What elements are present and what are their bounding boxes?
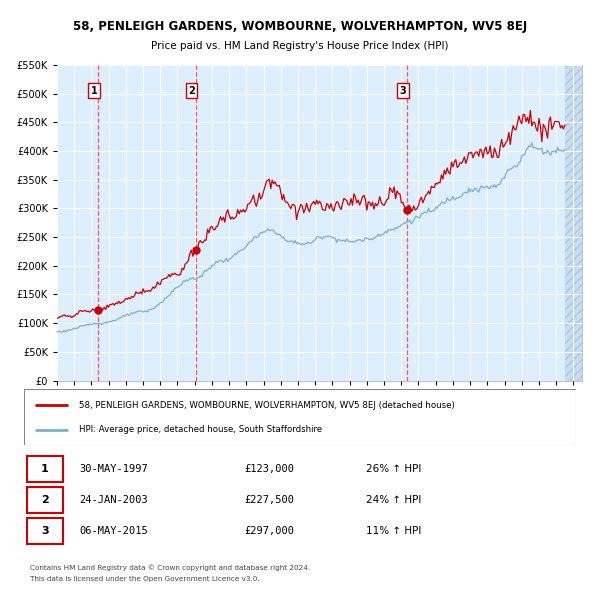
Text: 26% ↑ HPI: 26% ↑ HPI bbox=[366, 464, 422, 474]
Text: 11% ↑ HPI: 11% ↑ HPI bbox=[366, 526, 422, 536]
Bar bbox=[565, 59, 584, 381]
Text: 2: 2 bbox=[188, 86, 195, 96]
Text: 58, PENLEIGH GARDENS, WOMBOURNE, WOLVERHAMPTON, WV5 8EJ (detached house): 58, PENLEIGH GARDENS, WOMBOURNE, WOLVERH… bbox=[79, 401, 455, 409]
Text: 3: 3 bbox=[41, 526, 49, 536]
Text: £123,000: £123,000 bbox=[245, 464, 295, 474]
Text: HPI: Average price, detached house, South Staffordshire: HPI: Average price, detached house, Sout… bbox=[79, 425, 322, 434]
Text: 24% ↑ HPI: 24% ↑ HPI bbox=[366, 495, 422, 505]
FancyBboxPatch shape bbox=[27, 456, 62, 482]
Text: 3: 3 bbox=[400, 86, 406, 96]
Text: 24-JAN-2003: 24-JAN-2003 bbox=[79, 495, 148, 505]
FancyBboxPatch shape bbox=[24, 389, 576, 445]
Text: Contains HM Land Registry data © Crown copyright and database right 2024.: Contains HM Land Registry data © Crown c… bbox=[30, 564, 310, 571]
Text: Price paid vs. HM Land Registry's House Price Index (HPI): Price paid vs. HM Land Registry's House … bbox=[151, 41, 449, 51]
FancyBboxPatch shape bbox=[27, 518, 62, 544]
Text: £227,500: £227,500 bbox=[245, 495, 295, 505]
FancyBboxPatch shape bbox=[27, 487, 62, 513]
Text: 06-MAY-2015: 06-MAY-2015 bbox=[79, 526, 148, 536]
Text: 1: 1 bbox=[91, 86, 98, 96]
Text: £297,000: £297,000 bbox=[245, 526, 295, 536]
Text: 1: 1 bbox=[41, 464, 49, 474]
Text: 58, PENLEIGH GARDENS, WOMBOURNE, WOLVERHAMPTON, WV5 8EJ: 58, PENLEIGH GARDENS, WOMBOURNE, WOLVERH… bbox=[73, 20, 527, 33]
Text: This data is licensed under the Open Government Licence v3.0.: This data is licensed under the Open Gov… bbox=[30, 576, 260, 582]
Text: 2: 2 bbox=[41, 495, 49, 505]
Text: 30-MAY-1997: 30-MAY-1997 bbox=[79, 464, 148, 474]
